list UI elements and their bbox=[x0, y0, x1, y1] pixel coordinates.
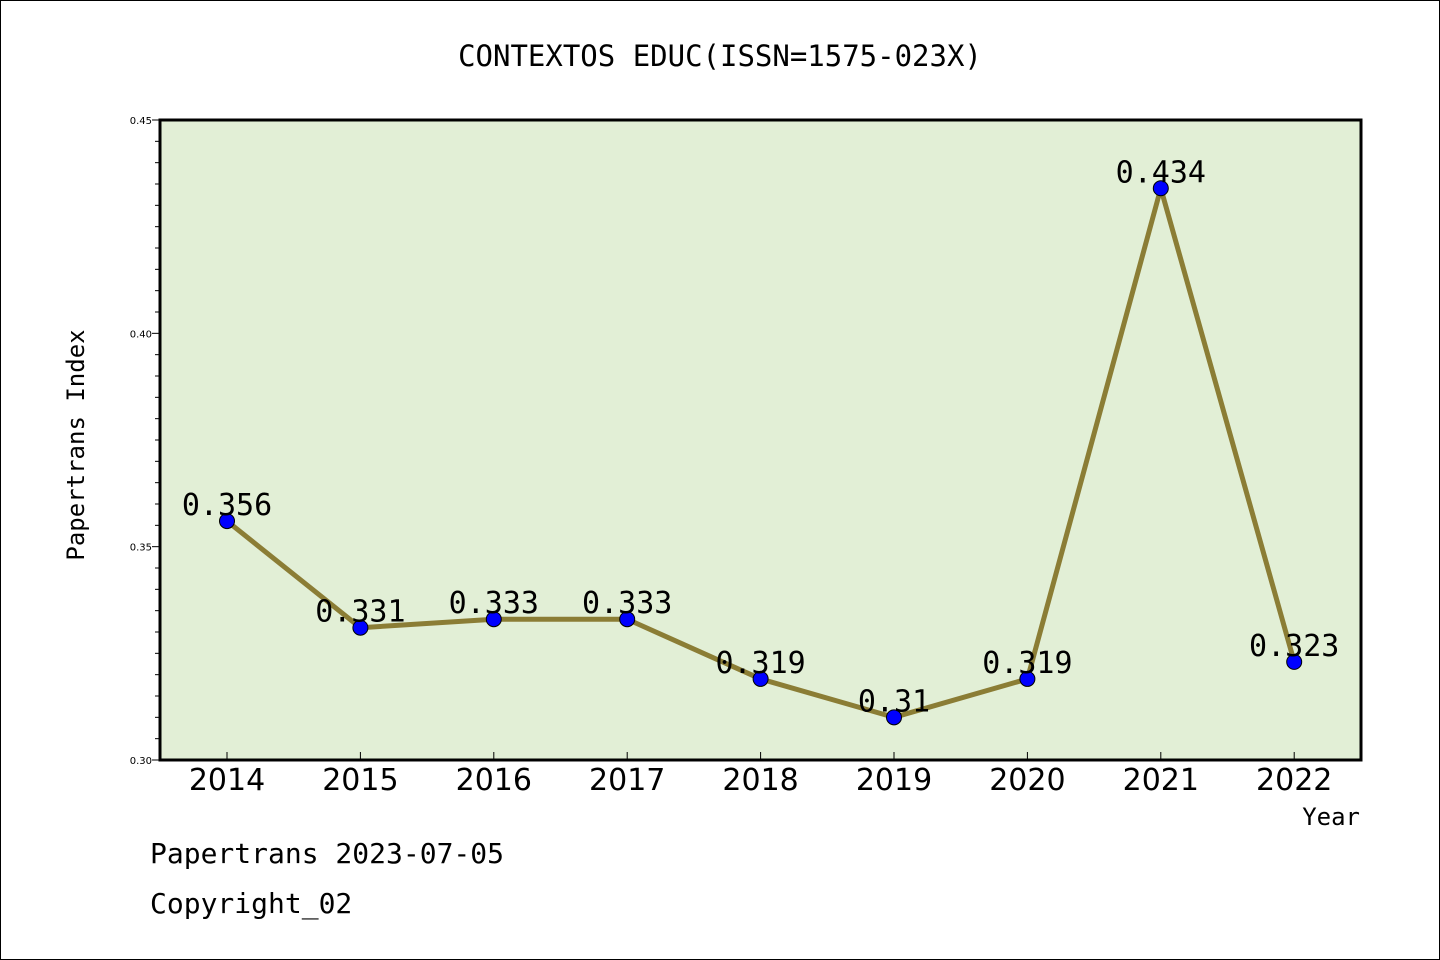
x-tick-label: 2022 bbox=[1256, 763, 1332, 798]
data-label: 0.333 bbox=[449, 586, 539, 621]
data-label: 0.356 bbox=[182, 488, 272, 523]
y-tick-label: 0.45 bbox=[130, 116, 152, 127]
x-tick-label: 2014 bbox=[189, 763, 265, 798]
y-axis-ticks: 0.30 0.35 0.40 0.45 bbox=[130, 116, 160, 767]
x-tick-label: 2021 bbox=[1123, 763, 1199, 798]
y-tick-label: 0.30 bbox=[130, 756, 152, 767]
data-point bbox=[752, 670, 769, 687]
data-point bbox=[1286, 653, 1303, 670]
x-tick-label: 2020 bbox=[989, 763, 1065, 798]
data-point bbox=[619, 611, 636, 628]
data-point bbox=[1152, 180, 1169, 197]
plot-area bbox=[160, 120, 1361, 760]
plot-border bbox=[158, 118, 1363, 762]
chart-title: CONTEXTOS EDUC(ISSN=1575-023X) bbox=[458, 39, 982, 73]
y-tick-label: 0.40 bbox=[130, 329, 152, 340]
x-tick-label: 2015 bbox=[322, 763, 398, 798]
data-label: 0.434 bbox=[1116, 155, 1206, 190]
x-axis-label: Year bbox=[1302, 803, 1360, 831]
x-axis-ticks: 2014 2015 2016 2017 2018 2019 2020 2021 2022 bbox=[189, 752, 1332, 798]
footer-date: Papertrans 2023-07-05 bbox=[150, 837, 504, 870]
data-label: 0.333 bbox=[582, 586, 672, 621]
data-point bbox=[1019, 670, 1036, 687]
x-tick-label: 2017 bbox=[589, 763, 665, 798]
data-label: 0.31 bbox=[858, 684, 930, 719]
data-label: 0.319 bbox=[982, 646, 1072, 681]
series-group: 0.356 0.331 0.333 0.333 0.319 0.31 0.319 0.434 0… bbox=[182, 155, 1339, 726]
y-axis-label: Papertrans Index bbox=[62, 329, 90, 560]
y-tick-label: 0.35 bbox=[130, 543, 152, 554]
data-point bbox=[352, 619, 369, 636]
data-point bbox=[485, 611, 502, 628]
x-tick-label: 2019 bbox=[856, 763, 932, 798]
data-label: 0.323 bbox=[1249, 629, 1339, 664]
x-tick-label: 2016 bbox=[456, 763, 532, 798]
data-point bbox=[886, 709, 902, 726]
x-tick-label: 2018 bbox=[722, 763, 798, 798]
data-label: 0.331 bbox=[315, 595, 405, 630]
footer-copyright: Copyright_02 bbox=[150, 887, 352, 921]
data-label: 0.319 bbox=[715, 646, 805, 681]
data-point bbox=[219, 513, 235, 530]
